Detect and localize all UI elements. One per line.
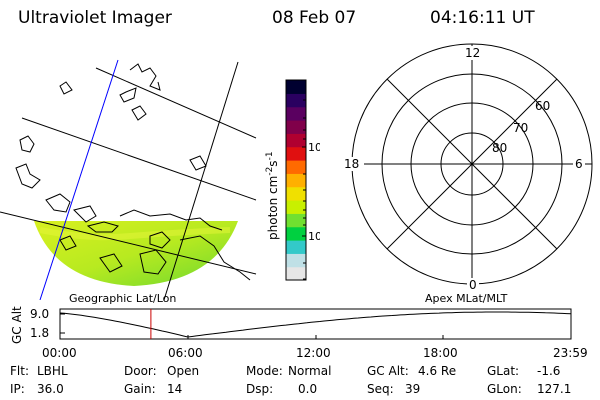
mlat-label-70: 70: [513, 121, 528, 135]
colorbar-stripe: [286, 133, 306, 148]
colorbar-stripe: [286, 240, 306, 254]
mlt-label-0: 0: [469, 278, 477, 292]
colorbar-stripe: [286, 80, 306, 94]
ip-label: IP:: [10, 382, 25, 396]
observation-time: 04:16:11 UT: [430, 8, 535, 28]
mlat-label-80: 80: [492, 141, 507, 155]
gain-value: 14: [167, 382, 183, 396]
colorbar-stripe: [286, 226, 306, 241]
colorbar-stripe: [286, 106, 306, 121]
dsp-label: Dsp:: [246, 382, 274, 396]
mlat-label-60: 60: [535, 99, 550, 113]
colorbar-tick-100: 100: [308, 141, 320, 154]
colorbar-stripe: [286, 186, 306, 201]
time-tick-2359: 23:59: [553, 346, 588, 360]
filter-value: LBHL: [37, 364, 68, 378]
colorbar-stripe: [286, 173, 306, 188]
seq-value: 39: [405, 382, 421, 396]
colorbar-unit-label: photon cm-2s-1: [265, 151, 280, 240]
mode-label: Mode:: [246, 364, 283, 378]
mlt-label-6: 6: [575, 157, 583, 171]
satellite-track: [39, 59, 119, 300]
alt-tick-low: 1.8: [30, 326, 49, 340]
geographic-panel-label: Geographic Lat/Lon: [69, 292, 177, 305]
alt-tick-high: 9.0: [30, 307, 49, 321]
glat-label: GLat:: [487, 364, 520, 378]
mlt-label-18: 18: [344, 157, 359, 171]
geographic-map: [0, 59, 257, 300]
lat-lon-grid: [0, 61, 257, 300]
glat-value: -1.6: [537, 364, 561, 378]
glon-value: 127.1: [537, 382, 572, 396]
colorbar-scale: [286, 80, 306, 281]
colorbar-stripe: [286, 213, 306, 228]
time-tick-1200: 12:00: [296, 346, 331, 360]
coastlines: [15, 63, 251, 281]
gc-alt-label: GC Alt:: [367, 364, 409, 378]
colorbar-stripe: [286, 253, 306, 268]
colorbar-stripe: [286, 266, 306, 281]
gain-label: Gain:: [124, 382, 156, 396]
dsp-value: 0.0: [298, 382, 318, 396]
colorbar-tick-10: 10: [308, 230, 320, 243]
altitude-timeline: 9.0 1.8 GC Alt 00:00 06:00 12:00 18:00 2…: [10, 306, 588, 360]
colorbar-stripe: [286, 160, 306, 174]
time-tick-0000: 00:00: [42, 346, 77, 360]
polar-panel-label: Apex MLat/MLT: [425, 292, 508, 305]
door-label: Door:: [124, 364, 157, 378]
seq-label: Seq:: [367, 382, 394, 396]
mlt-lines: [352, 44, 592, 284]
polar-plot: 12 18 6 0 60 70 80: [342, 43, 593, 292]
door-value: Open: [167, 364, 200, 378]
colorbar-stripe: [286, 93, 306, 108]
colorbar: 100 10 photon cm-2s-1: [265, 79, 320, 281]
ip-value: 36.0: [37, 382, 64, 396]
altitude-curve: [59, 311, 572, 338]
colorbar-stripe: [286, 200, 306, 214]
mlt-label-12: 12: [465, 46, 480, 60]
colorbar-ticks: [302, 99, 306, 280]
time-tick-1800: 18:00: [423, 346, 458, 360]
gc-alt-value: 4.6 Re: [418, 364, 457, 378]
filter-label: Flt:: [10, 364, 29, 378]
alt-axis-label: GC Alt: [10, 306, 24, 344]
instrument-title: Ultraviolet Imager: [18, 8, 172, 28]
colorbar-stripe: [286, 146, 306, 161]
time-tick-0600: 06:00: [168, 346, 203, 360]
glon-label: GLon:: [487, 382, 522, 396]
mode-value: Normal: [288, 364, 332, 378]
colorbar-stripe: [286, 120, 306, 134]
observation-date: 08 Feb 07: [272, 8, 357, 28]
